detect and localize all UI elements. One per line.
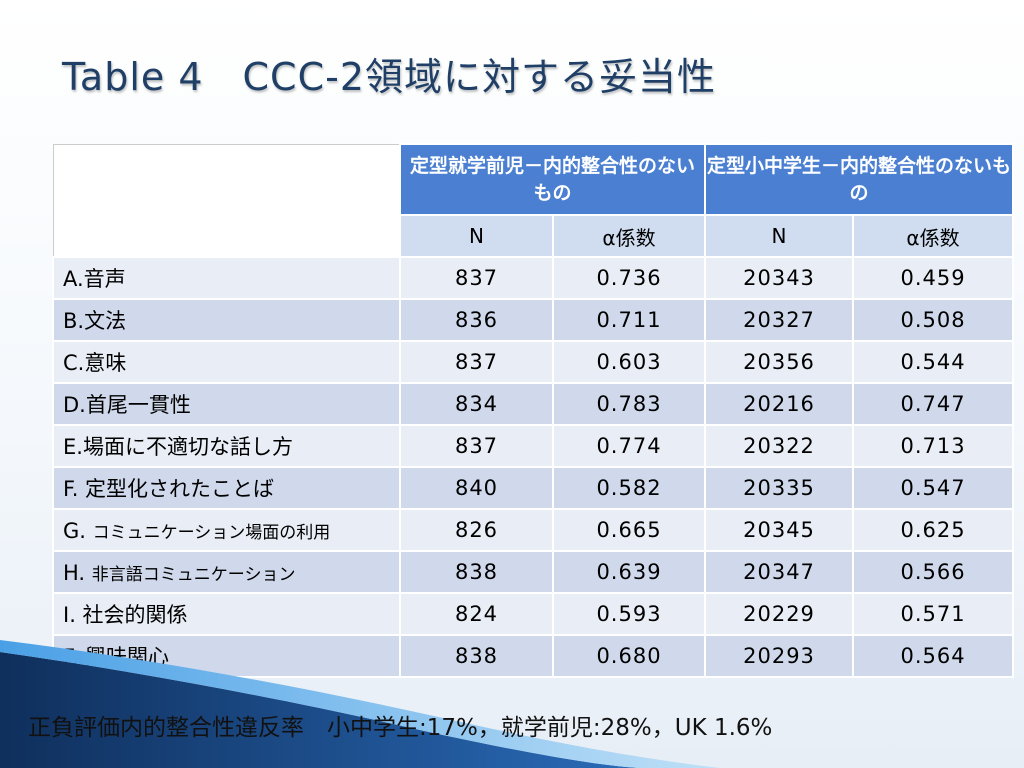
cell-alpha-preschool: 0.711 <box>551 298 707 342</box>
slide-title: Table 4 CCC-2領域に対する妥当性 <box>62 55 717 99</box>
cell-n-school: 20347 <box>704 550 855 594</box>
table-row: G. コミュニケーション場面の利用 826 0.665 20345 0.625 <box>52 508 1015 552</box>
table-row: I. 社会的関係 824 0.593 20229 0.571 <box>52 592 1015 636</box>
cell-n-school: 20293 <box>704 634 855 678</box>
cell-n-preschool: 838 <box>399 550 554 594</box>
table-row: F. 興味関心 838 0.680 20293 0.564 <box>52 634 1015 678</box>
cell-alpha-school: 0.625 <box>852 508 1015 552</box>
cell-alpha-preschool: 0.593 <box>551 592 707 636</box>
table-row: A.音声 837 0.736 20343 0.459 <box>52 256 1015 300</box>
cell-n-school: 20327 <box>704 298 855 342</box>
validity-table: 定型就学前児－内的整合性のないもの 定型小中学生－内的整合性のないもの N α係… <box>52 143 1015 678</box>
cell-alpha-preschool: 0.582 <box>551 466 707 510</box>
cell-n-preschool: 826 <box>399 508 554 552</box>
cell-alpha-school: 0.544 <box>852 340 1015 384</box>
cell-alpha-preschool: 0.736 <box>551 256 707 300</box>
header-school-group: 定型小中学生－内的整合性のないもの <box>704 143 1015 216</box>
cell-alpha-preschool: 0.783 <box>551 382 707 426</box>
cell-alpha-school: 0.713 <box>852 424 1015 468</box>
row-label: C.意味 <box>52 340 401 384</box>
subheader-n-preschool: N <box>399 214 554 258</box>
table-header-row: 定型就学前児－内的整合性のないもの 定型小中学生－内的整合性のないもの <box>52 143 1015 258</box>
row-label-prefix: H. <box>63 560 92 585</box>
cell-alpha-preschool: 0.665 <box>551 508 707 552</box>
row-label: A.音声 <box>52 256 401 300</box>
cell-n-preschool: 824 <box>399 592 554 636</box>
table-row: E.場面に不適切な話し方 837 0.774 20322 0.713 <box>52 424 1015 468</box>
subheader-alpha-school: α係数 <box>852 214 1015 258</box>
cell-alpha-school: 0.459 <box>852 256 1015 300</box>
cell-n-school: 20335 <box>704 466 855 510</box>
row-label-small: 非言語コミュニケーション <box>91 564 296 585</box>
cell-alpha-school: 0.508 <box>852 298 1015 342</box>
table-subheader-row: N α係数 N α係数 <box>53 214 1015 258</box>
cell-n-school: 20216 <box>704 382 855 426</box>
table-row: H. 非言語コミュニケーション 838 0.639 20347 0.566 <box>52 550 1015 594</box>
cell-n-school: 20356 <box>704 340 855 384</box>
cell-alpha-preschool: 0.603 <box>551 340 707 384</box>
table-row: F. 定型化されたことば 840 0.582 20335 0.547 <box>52 466 1015 510</box>
cell-n-preschool: 834 <box>399 382 554 426</box>
cell-n-preschool: 840 <box>399 466 554 510</box>
row-label-prefix: G. <box>63 518 93 543</box>
cell-n-preschool: 837 <box>399 256 554 300</box>
cell-alpha-preschool: 0.680 <box>551 634 707 678</box>
row-label: I. 社会的関係 <box>52 592 401 636</box>
cell-alpha-school: 0.566 <box>852 550 1015 594</box>
row-label: B.文法 <box>52 298 401 342</box>
row-label: G. コミュニケーション場面の利用 <box>52 508 401 552</box>
footer-note: 正負評価内的整合性違反率 小中学生:17%，就学前児:28%，UK 1.6% <box>28 715 773 741</box>
cell-alpha-school: 0.547 <box>852 466 1015 510</box>
cell-alpha-school: 0.571 <box>852 592 1015 636</box>
table-row: B.文法 836 0.711 20327 0.508 <box>52 298 1015 342</box>
validity-table-container: 定型就学前児－内的整合性のないもの 定型小中学生－内的整合性のないもの N α係… <box>52 143 1015 678</box>
header-preschool-group: 定型就学前児－内的整合性のないもの <box>398 143 707 216</box>
cell-n-school: 20229 <box>704 592 855 636</box>
cell-n-preschool: 837 <box>399 340 554 384</box>
cell-alpha-preschool: 0.639 <box>551 550 707 594</box>
row-label: F. 定型化されたことば <box>52 466 401 510</box>
subheader-alpha-preschool: α係数 <box>551 214 707 258</box>
subheader-n-school: N <box>704 214 855 258</box>
row-label: D.首尾一貫性 <box>52 382 401 426</box>
cell-n-preschool: 838 <box>399 634 554 678</box>
row-label: F. 興味関心 <box>52 634 401 678</box>
table-corner-cell <box>52 143 401 258</box>
cell-alpha-school: 0.747 <box>852 382 1015 426</box>
cell-alpha-school: 0.564 <box>852 634 1015 678</box>
table-row: D.首尾一貫性 834 0.783 20216 0.747 <box>52 382 1015 426</box>
cell-n-school: 20345 <box>704 508 855 552</box>
table-row: C.意味 837 0.603 20356 0.544 <box>52 340 1015 384</box>
cell-n-preschool: 837 <box>399 424 554 468</box>
cell-n-school: 20343 <box>704 256 855 300</box>
cell-n-school: 20322 <box>704 424 855 468</box>
row-label-small: コミュニケーション場面の利用 <box>92 522 331 543</box>
cell-n-preschool: 836 <box>399 298 554 342</box>
row-label: E.場面に不適切な話し方 <box>52 424 401 468</box>
cell-alpha-preschool: 0.774 <box>551 424 707 468</box>
row-label: H. 非言語コミュニケーション <box>52 550 401 594</box>
